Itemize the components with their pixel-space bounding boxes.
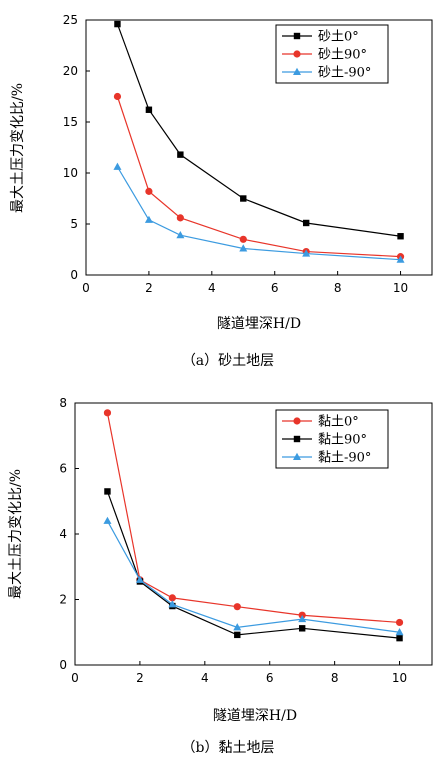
data-point <box>113 162 122 170</box>
data-point <box>103 516 112 524</box>
data-point <box>234 631 241 639</box>
chart-a-caption: （a）砂土地层 <box>182 353 274 369</box>
chart-b-caption: （b）黏土地层 <box>182 740 275 756</box>
data-point <box>298 625 306 632</box>
y-tick-label: 0 <box>59 658 67 672</box>
x-tick-label: 10 <box>393 281 408 295</box>
chart-b-ylabel: 最大土压力变化比/% <box>8 469 24 599</box>
chart-a-series <box>113 20 405 263</box>
data-point <box>113 92 122 101</box>
y-tick-label: 15 <box>63 115 78 129</box>
legend-swatch-marker <box>293 435 301 443</box>
series-line <box>106 491 400 639</box>
x-tick-label: 2 <box>136 671 144 685</box>
data-point <box>135 575 144 583</box>
y-tick-label: 10 <box>63 166 78 180</box>
data-point <box>302 249 311 257</box>
chart-a-ticks: 0 2 4 6 8 10 0 5 10 15 20 25 <box>63 13 408 295</box>
chart-b-series <box>103 409 404 642</box>
x-tick-label: 8 <box>334 281 342 295</box>
x-tick-label: 6 <box>266 671 274 685</box>
y-tick-label: 5 <box>70 217 78 231</box>
legend-entry-label: 黏土0° <box>318 414 359 430</box>
chart-a-xlabel: 隧道埋深H/D <box>217 316 301 332</box>
x-tick-label: 0 <box>71 671 79 685</box>
series-line <box>116 96 401 258</box>
chart-b-xlabel: 隧道埋深H/D <box>213 708 297 724</box>
chart-a: 0 2 4 6 8 10 0 5 10 15 20 25 砂土0° 砂土90° 砂土-90° 最大土压力变… <box>10 13 433 369</box>
x-tick-label: 0 <box>82 281 90 295</box>
y-tick-label: 25 <box>63 13 78 27</box>
data-point <box>396 255 405 263</box>
series-line <box>106 520 400 633</box>
data-point <box>144 215 153 223</box>
data-point <box>176 214 184 222</box>
legend-swatch-marker <box>293 50 301 58</box>
y-tick-label: 8 <box>59 396 67 410</box>
data-point <box>114 20 121 28</box>
data-point <box>176 231 185 239</box>
series-line <box>116 166 401 261</box>
legend-entry-label: 黏土90° <box>318 432 367 448</box>
y-tick-label: 6 <box>59 462 67 476</box>
legend-entry-label: 砂土-90° <box>318 66 371 81</box>
legend-swatch-marker <box>293 417 301 425</box>
y-tick-label: 20 <box>63 64 78 78</box>
series-line <box>106 412 400 624</box>
data-point <box>233 603 241 611</box>
x-tick-label: 4 <box>208 281 216 295</box>
chart-a-legend: 砂土0° 砂土90° 砂土-90° <box>275 24 389 84</box>
data-point <box>145 106 153 113</box>
y-tick-label: 4 <box>59 527 67 541</box>
data-point <box>103 409 112 417</box>
series-line <box>116 23 401 237</box>
data-point <box>240 195 247 202</box>
x-tick-label: 10 <box>392 671 407 685</box>
legend-swatch-marker <box>293 67 301 75</box>
legend-entry-label: 黏土-90° <box>318 450 371 466</box>
y-tick-label: 0 <box>70 268 78 282</box>
chart-a-plot-frame <box>85 19 433 276</box>
data-point <box>298 614 307 623</box>
data-point <box>177 151 184 158</box>
data-point <box>233 623 242 631</box>
data-point <box>239 235 247 243</box>
chart-b-ticks: 0 2 4 6 8 10 0 2 4 6 8 <box>59 396 407 685</box>
chart-a-ylabel: 最大土压力变化比/% <box>10 83 26 213</box>
data-point <box>395 618 404 627</box>
data-point <box>396 634 403 642</box>
x-tick-label: 2 <box>145 281 153 295</box>
y-tick-label: 2 <box>59 593 67 607</box>
data-point <box>395 628 404 636</box>
data-point <box>302 219 310 227</box>
x-tick-label: 6 <box>271 281 279 295</box>
data-point <box>397 233 404 240</box>
data-point <box>104 488 111 495</box>
legend-swatch-marker <box>293 452 301 460</box>
x-tick-label: 8 <box>331 671 339 685</box>
legend-entry-label: 砂土90° <box>318 48 367 63</box>
x-tick-label: 4 <box>201 671 209 685</box>
legend-swatch-marker <box>293 32 301 40</box>
chart-b-legend: 黏土0° 黏土90° 黏土-90° <box>275 409 389 469</box>
data-point <box>239 244 248 252</box>
legend-entry-label: 砂土0° <box>318 30 359 45</box>
data-point <box>145 187 153 195</box>
data-point <box>168 594 176 602</box>
data-point <box>168 600 177 608</box>
